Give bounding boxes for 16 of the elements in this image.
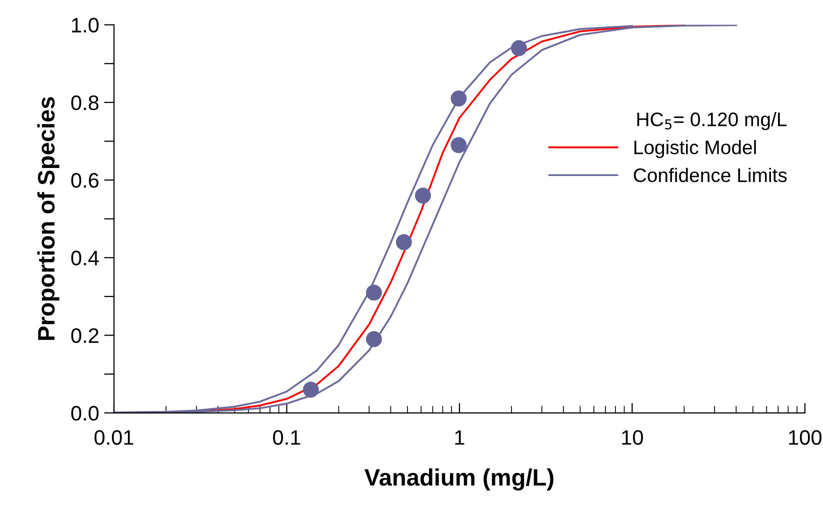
legend-title: HC$_{5}$= 0.120 mg/L [637,112,787,130]
y-tick-label: 0.0 [71,406,99,421]
x-tick-label: 10 [622,430,643,445]
x-axis-title: Vanadium (mg/L) [364,468,554,491]
x-tick-label: 1 [455,430,464,445]
x-tick-label: 100 [789,430,822,445]
x-tick-label: 0.1 [273,430,300,445]
y-tick-label: 0.4 [71,250,99,266]
y-tick-label: 0.2 [71,328,98,344]
y-tick-label: 0.8 [71,95,98,110]
y-tick-label: 0.6 [71,173,98,188]
x-tick-label: 0.01 [94,430,134,445]
y-tick-label: 1.0 [72,18,99,33]
legend-label: Logistic Model [634,140,756,158]
legend-label: Confidence Limits [634,168,787,182]
y-axis-title: Proportion of Species [37,97,60,340]
